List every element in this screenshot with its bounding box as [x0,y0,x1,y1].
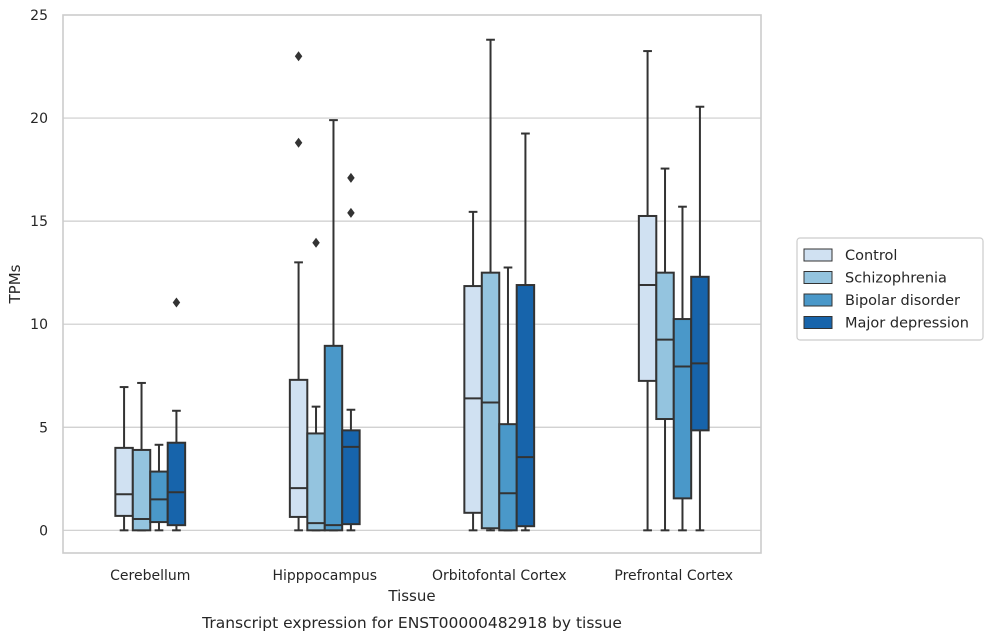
box-body [114,446,134,517]
box-control-hipppocampus [288,51,309,532]
outlier-point [312,237,320,248]
y-axis: 0 5 10 15 20 25 [30,8,48,539]
y-tick-label: 0 [39,523,48,539]
box-body [306,432,326,532]
box-body [323,344,344,532]
y-tick-label: 5 [39,420,48,436]
outlier-point [294,51,303,62]
box-body [288,378,309,518]
y-axis-label: TPMs [6,264,24,304]
outlier-point [294,137,303,148]
box-control-orbitofontal-cortex [463,210,483,532]
box-schizophrenia-prefrontal-cortex [655,167,675,532]
x-tick-label: Orbitofontal Cortex [432,568,567,584]
box-control-prefrontal-cortex [637,50,658,532]
outlier-point [172,297,181,308]
box-body [690,275,710,432]
outlier-point [347,207,355,218]
plot-frame [62,14,762,554]
box-bipolar-disorder-cerebellum [149,443,169,532]
x-tick-label: Cerebellum [110,568,190,584]
legend-swatch [803,316,833,329]
y-tick-label: 20 [30,111,48,127]
box-body [149,470,169,524]
boxes [114,38,710,532]
box-body [480,271,501,530]
box-schizophrenia-hipppocampus [306,237,326,532]
chart-caption: Transcript expression for ENST0000048291… [201,614,622,632]
legend: Control Schizophrenia Bipolar disorder Majo… [796,237,984,341]
box-schizophrenia-orbitofontal-cortex [480,38,501,532]
box-bipolar-disorder-hipppocampus [323,119,344,532]
y-tick-label: 10 [30,317,48,333]
x-axis-label: Tissue [387,587,435,605]
box-body [166,441,187,527]
legend-label: Schizophrenia [845,271,947,287]
legend-label: Major depression [845,316,969,332]
box-body [655,271,675,421]
box-body [637,214,658,382]
x-tick-label: Prefrontal Cortex [614,568,733,584]
y-tick-label: 15 [30,214,48,230]
legend-swatch [803,271,833,284]
legend-frame [796,237,984,341]
y-tick-label: 25 [30,8,48,24]
x-axis: Cerebellum Hipppocampus Orbitofontal Corte… [110,568,733,584]
box-body [498,423,518,532]
box-body [463,285,483,514]
x-tick-label: Hipppocampus [272,568,377,584]
legend-label: Control [845,248,897,264]
outlier-point [347,172,355,183]
box-major-depression-prefrontal-cortex [690,105,710,532]
legend-label: Bipolar disorder [845,293,960,309]
box-body [515,284,536,528]
box-body [341,429,361,526]
box-bipolar-disorder-prefrontal-cortex [672,205,693,532]
box-major-depression-orbitofontal-cortex [515,132,536,532]
box-control-cerebellum [114,386,134,532]
box-schizophrenia-cerebellum [131,381,152,532]
legend-swatch [803,248,833,262]
legend-swatch [803,293,833,307]
box-major-depression-hipppocampus [341,172,361,532]
box-body [672,318,693,500]
box-major-depression-cerebellum [166,297,187,532]
box-bipolar-disorder-orbitofontal-cortex [498,266,518,532]
